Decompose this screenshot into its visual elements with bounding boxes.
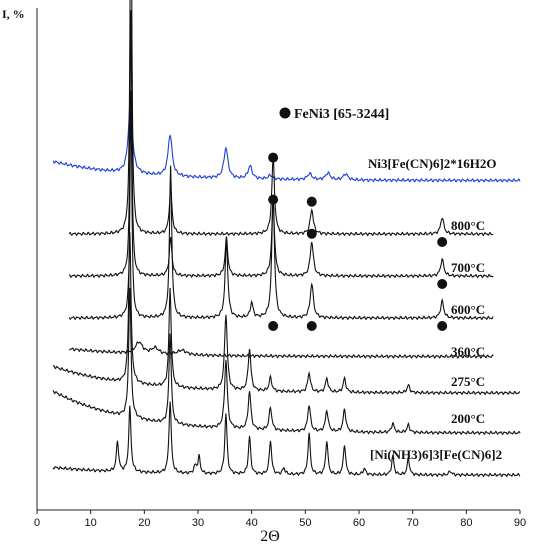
x-tick-label: 10 bbox=[85, 517, 97, 529]
series-line bbox=[68, 0, 494, 237]
series-label: 200°C bbox=[451, 411, 485, 426]
feni3-marker-icon bbox=[306, 196, 317, 207]
series-label: 360°C bbox=[451, 344, 485, 359]
feni3-marker-icon bbox=[437, 279, 448, 289]
legend: FeNi3 [65-3244] bbox=[279, 107, 389, 122]
series-label: 700°C bbox=[451, 260, 485, 275]
x-ticks: 0 10 20 30 40 50 60 70 80 90 bbox=[34, 510, 526, 529]
x-tick-label: 20 bbox=[138, 517, 150, 529]
series-line bbox=[52, 287, 521, 436]
feni3-marker-icon bbox=[437, 237, 448, 247]
x-tick-label: 40 bbox=[246, 517, 258, 529]
x-axis-label: 2Θ bbox=[260, 528, 280, 545]
feni3-marker-icon bbox=[268, 152, 279, 163]
legend-marker-icon bbox=[279, 107, 291, 119]
x-tick-label: 60 bbox=[353, 517, 365, 529]
x-tick-label: 50 bbox=[299, 517, 311, 529]
x-tick-label: 30 bbox=[192, 517, 204, 529]
label-layer: Ni3[Fe(CN)6]2*16H2O 800°C 700°C 600°C 360°C 2… bbox=[368, 156, 502, 462]
feni3-marker-icon bbox=[268, 194, 279, 205]
feni3-marker-icon bbox=[437, 321, 448, 331]
x-tick-label: 0 bbox=[34, 517, 40, 529]
series-label: 800°C bbox=[451, 218, 485, 233]
x-tick-label: 80 bbox=[460, 517, 472, 529]
x-tick-label: 90 bbox=[514, 517, 526, 529]
series-label: [Ni(NH3)6]3[Fe(CN)6]2 bbox=[370, 447, 502, 462]
feni3-marker-icon bbox=[306, 321, 317, 331]
series-line bbox=[52, 231, 521, 396]
series-line bbox=[52, 401, 521, 478]
feni3-marker-icon bbox=[306, 228, 317, 239]
plot-area bbox=[36, 8, 520, 511]
series-line bbox=[68, 90, 494, 321]
feni3-marker-icon bbox=[268, 321, 279, 331]
series-layer bbox=[52, 0, 521, 478]
series-label: Ni3[Fe(CN)6]2*16H2O bbox=[368, 156, 497, 171]
y-axis-label: I, % bbox=[2, 7, 25, 21]
marker-layer bbox=[268, 152, 448, 331]
series-line bbox=[69, 341, 494, 359]
series-label: 275°C bbox=[451, 374, 485, 389]
legend-text: FeNi3 [65-3244] bbox=[294, 107, 389, 122]
series-label: 600°C bbox=[451, 302, 485, 317]
series-line bbox=[68, 10, 494, 279]
x-tick-label: 70 bbox=[407, 517, 419, 529]
